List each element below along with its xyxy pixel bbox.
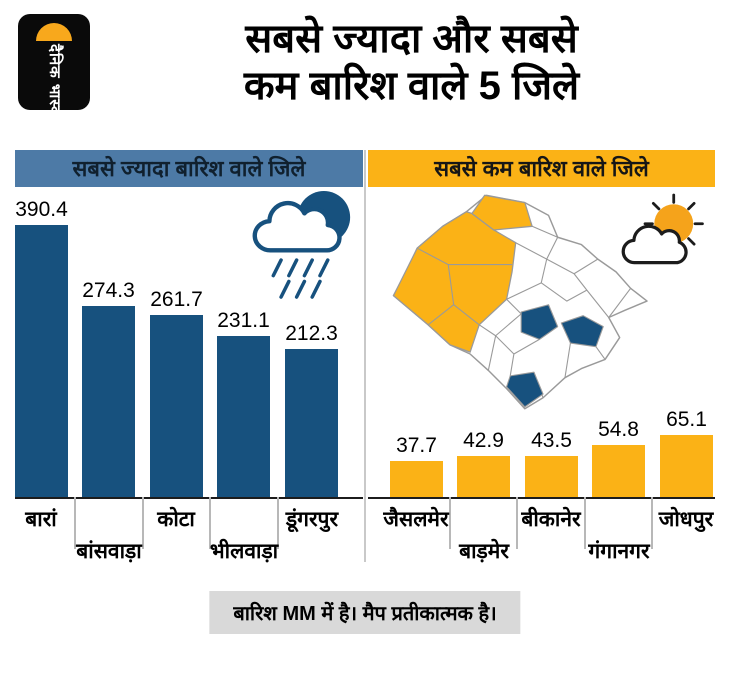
bar-value: 37.7 <box>396 434 437 457</box>
bar-group-jodhpur: 65.1 <box>660 408 713 497</box>
most-rain-bar-chart: 390.4 274.3 261.7 231.1 212.3 बारां बांस… <box>15 188 363 563</box>
bar-banswara <box>82 306 135 497</box>
axis-tick <box>651 497 653 549</box>
page-title-line2: कम बारिश वाले 5 जिले <box>243 63 580 108</box>
bar-label: जैसलमेर <box>383 508 449 531</box>
page-title: सबसे ज्यादा और सबसे कम बारिश वाले 5 जिले <box>105 16 718 110</box>
bar-label: बारां <box>25 508 57 531</box>
bar-value: 65.1 <box>666 408 707 431</box>
axis-tick <box>209 497 211 549</box>
bar-group-kota: 261.7 <box>150 288 203 497</box>
bar-label: गंगानगर <box>588 540 650 563</box>
bar-jaisalmer <box>390 461 443 497</box>
page-title-line1: सबसे ज्यादा और सबसे <box>245 17 578 61</box>
bar-group-bikaner: 43.5 <box>525 429 578 497</box>
brand-logo-text: दैनिक भास्कर <box>45 44 63 126</box>
rain-drops <box>271 258 330 299</box>
bar-value: 390.4 <box>15 198 68 221</box>
footnote: बारिश MM में है। मैप प्रतीकात्मक है। <box>209 591 521 634</box>
map-low-rain-region <box>471 194 533 231</box>
axis-tick <box>584 497 586 549</box>
bar-ganganagar <box>592 445 645 497</box>
bar-label: भीलवाड़ा <box>209 540 279 563</box>
bar-value: 274.3 <box>82 279 135 302</box>
bar-value: 231.1 <box>217 309 270 332</box>
bar-label: जोधपुर <box>658 508 714 531</box>
axis-tick <box>142 497 144 549</box>
bar-label: डूंगरपुर <box>285 508 339 531</box>
map-low-rain-region <box>392 211 517 353</box>
bar-kota <box>150 315 203 497</box>
bar-value: 54.8 <box>598 418 639 441</box>
bar-bikaner <box>525 456 578 497</box>
map-high-rain-district <box>506 371 544 408</box>
brand-logo: दैनिक भास्कर <box>18 14 90 126</box>
map-high-rain-district <box>560 315 604 348</box>
bar-label: बांसवाड़ा <box>76 540 142 563</box>
bar-value: 212.3 <box>285 322 338 345</box>
bar-baran <box>15 225 68 497</box>
rajasthan-map <box>392 194 648 410</box>
bar-dungarpur <box>285 349 338 497</box>
bar-label: कोटा <box>157 508 195 531</box>
bar-group-dungarpur: 212.3 <box>285 322 338 497</box>
rain-cloud-icon <box>252 190 351 299</box>
bar-value: 43.5 <box>531 429 572 452</box>
bar-label: बीकानेर <box>521 508 581 531</box>
axis-tick <box>516 497 518 549</box>
bar-group-bhilwara: 231.1 <box>217 309 270 497</box>
bar-label: बाड़मेर <box>459 540 509 563</box>
panel-header-most-rain: सबसे ज्यादा बारिश वाले जिले <box>15 150 363 187</box>
axis-tick <box>74 497 76 549</box>
bar-group-barmer: 42.9 <box>457 429 510 497</box>
logo-sun-icon <box>36 23 72 41</box>
x-axis <box>15 497 363 499</box>
axis-tick <box>449 497 451 549</box>
bar-group-jaisalmer: 37.7 <box>390 434 443 497</box>
least-rain-bar-chart: 37.7 42.9 43.5 54.8 65.1 जैसलमेर बाड़मेर… <box>368 188 715 563</box>
panel-header-least-rain: सबसे कम बारिश वाले जिले <box>368 150 715 187</box>
axis-tick <box>277 497 279 549</box>
map-high-rain-district <box>520 304 559 340</box>
bar-group-ganganagar: 54.8 <box>592 418 645 497</box>
bar-jodhpur <box>660 435 713 497</box>
bar-value: 42.9 <box>463 429 504 452</box>
bar-barmer <box>457 456 510 497</box>
panel-divider <box>364 150 366 562</box>
sun-cloud-icon <box>621 193 704 265</box>
bar-group-baran: 390.4 <box>15 198 68 497</box>
bar-value: 261.7 <box>150 288 203 311</box>
x-axis <box>368 497 715 499</box>
bar-group-banswara: 274.3 <box>82 279 135 497</box>
bar-bhilwara <box>217 336 270 497</box>
